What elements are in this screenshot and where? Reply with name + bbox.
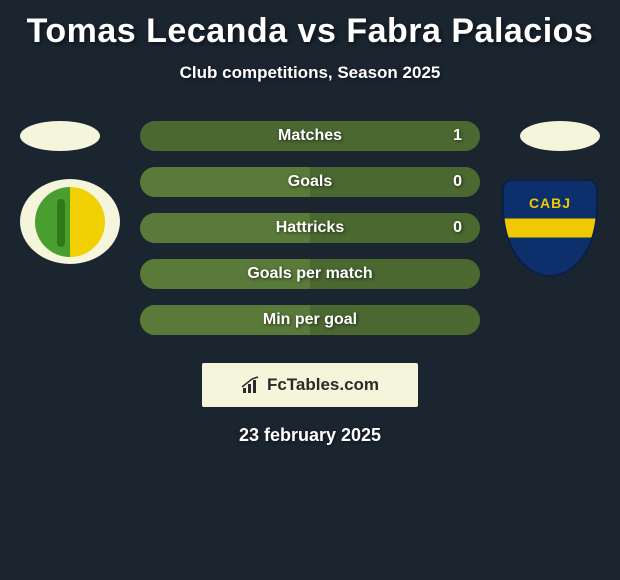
stat-row: 0Goals (140, 167, 480, 197)
club-badge-right-label: CABJ (529, 195, 571, 211)
stat-row: 1Matches (140, 121, 480, 151)
stat-label: Hattricks (140, 219, 480, 237)
stat-label: Goals (140, 173, 480, 191)
country-flag-right (520, 121, 600, 151)
stat-label: Matches (140, 127, 480, 145)
country-flag-left (20, 121, 100, 151)
stat-label: Goals per match (140, 265, 480, 283)
club-badge-right: CABJ (502, 179, 598, 277)
fctables-logo: FcTables.com (202, 363, 418, 407)
stat-row: Min per goal (140, 305, 480, 335)
subtitle: Club competitions, Season 2025 (0, 63, 620, 83)
club-badge-left (20, 179, 120, 264)
stat-label: Min per goal (140, 311, 480, 329)
stats-container: 1Matches 0Goals 0Hattricks Goals per match M… (140, 121, 480, 351)
date-label: 23 february 2025 (0, 425, 620, 446)
fctables-logo-text: FcTables.com (267, 375, 379, 395)
chart-icon (241, 376, 261, 394)
stat-row: Goals per match (140, 259, 480, 289)
stat-row: 0Hattricks (140, 213, 480, 243)
comparison-chart: CABJ 1Matches 0Goals 0Hattricks Goals per m… (0, 121, 620, 341)
page-title: Tomas Lecanda vs Fabra Palacios (0, 0, 620, 51)
